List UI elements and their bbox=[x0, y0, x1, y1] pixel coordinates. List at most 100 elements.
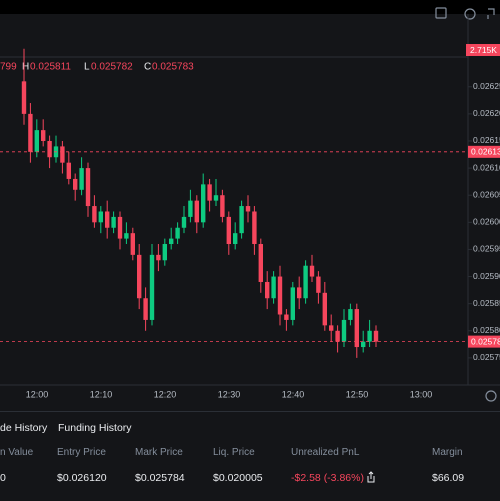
ohlc-close: 0.025783 bbox=[152, 62, 194, 73]
cell: $0.025784 bbox=[135, 472, 185, 484]
candle-body bbox=[373, 330, 379, 342]
positions-panel: de History Funding History n Value Entry… bbox=[0, 411, 500, 501]
chart-background bbox=[0, 0, 500, 411]
candle-body bbox=[252, 211, 257, 245]
candle-body bbox=[105, 211, 110, 228]
y-tick-label: 0.02585 bbox=[473, 298, 500, 308]
column-header: Liq. Price bbox=[213, 447, 255, 458]
x-tick-label: 12:20 bbox=[154, 389, 177, 399]
candle-body bbox=[322, 292, 327, 326]
price-line-label: 0.02613 bbox=[471, 147, 500, 157]
candle-body bbox=[181, 216, 187, 228]
price-line-label: 0.02578 bbox=[471, 336, 500, 346]
candle-body bbox=[175, 227, 180, 239]
cell: -$2.58 (-3.86%) bbox=[291, 472, 364, 484]
y-tick-label: 0.02575 bbox=[473, 352, 500, 362]
ohlc-high-prefix: H bbox=[22, 62, 29, 73]
candle-body bbox=[149, 254, 155, 320]
candle-body bbox=[271, 276, 276, 299]
cell: $0.026120 bbox=[57, 472, 107, 484]
candle-body bbox=[137, 254, 142, 299]
y-tick-label: 0.02595 bbox=[473, 244, 500, 254]
candle-body bbox=[265, 281, 270, 299]
price-badge bbox=[468, 335, 500, 348]
x-tick-label: 13:00 bbox=[410, 389, 433, 399]
x-tick-label: 12:50 bbox=[346, 389, 369, 399]
candle-body bbox=[335, 330, 340, 342]
toolbar bbox=[0, 0, 500, 14]
candle-body bbox=[233, 233, 238, 245]
candle-body bbox=[258, 244, 263, 282]
column-header: Margin bbox=[432, 447, 463, 458]
candle-body bbox=[111, 216, 116, 228]
candle-body bbox=[290, 287, 295, 320]
candle-body bbox=[130, 233, 135, 255]
ohlc-low-prefix: L bbox=[84, 62, 90, 73]
candle-body bbox=[245, 206, 251, 212]
x-tick-label: 12:30 bbox=[218, 389, 241, 399]
tab[interactable]: de History bbox=[0, 422, 48, 434]
candle-body bbox=[194, 200, 199, 223]
candle-body bbox=[367, 330, 372, 342]
candle-body bbox=[156, 254, 161, 261]
candle-body bbox=[316, 276, 321, 293]
ohlc-open: 799 bbox=[0, 62, 17, 73]
price-badge bbox=[468, 145, 500, 158]
candle-body bbox=[284, 314, 289, 320]
ohlc-high: 0.025811 bbox=[30, 62, 71, 73]
tab[interactable]: Funding History bbox=[58, 422, 132, 434]
x-tick-label: 12:00 bbox=[26, 389, 49, 399]
y-tick-label: 0.02605 bbox=[473, 189, 500, 199]
column-header: n Value bbox=[0, 447, 34, 458]
cell: $66.09 bbox=[432, 472, 465, 484]
candle-body bbox=[226, 216, 231, 245]
candle-body bbox=[303, 265, 308, 299]
y-tick-label: 0.02625 bbox=[473, 81, 500, 91]
candle-body bbox=[213, 195, 219, 201]
candle-body bbox=[79, 168, 84, 190]
y-tick-label: 0.02615 bbox=[473, 135, 500, 145]
candle-body bbox=[34, 130, 39, 152]
candle-body bbox=[361, 341, 366, 348]
axis-settings-icon[interactable] bbox=[485, 390, 497, 402]
cell: $0.020005 bbox=[213, 472, 263, 484]
candle-body bbox=[169, 238, 174, 245]
candle-body bbox=[73, 178, 78, 190]
candle-body bbox=[188, 200, 193, 217]
camera-icon[interactable] bbox=[464, 8, 476, 20]
fullscreen-icon[interactable] bbox=[487, 8, 495, 19]
candle-body bbox=[60, 146, 65, 163]
ohlc-close-prefix: C bbox=[144, 62, 151, 73]
x-tick-label: 12:40 bbox=[282, 389, 305, 399]
volume-badge bbox=[466, 44, 500, 56]
candle-body bbox=[124, 233, 129, 239]
candle-body bbox=[348, 309, 353, 320]
candle-body bbox=[21, 81, 27, 114]
candle-body bbox=[277, 276, 283, 315]
share-icon[interactable] bbox=[366, 471, 376, 483]
candle-body bbox=[47, 140, 52, 158]
x-tick-label: 12:10 bbox=[90, 389, 113, 399]
candle-body bbox=[92, 206, 97, 223]
ohlc-low: 0.025782 bbox=[91, 62, 133, 73]
candle-body bbox=[329, 325, 334, 331]
candle-body bbox=[341, 319, 347, 342]
candle-body bbox=[117, 216, 123, 239]
candle-body bbox=[309, 265, 315, 277]
volume-label: 2.715K bbox=[470, 45, 497, 55]
candle-body bbox=[66, 162, 71, 179]
settings-icon[interactable] bbox=[435, 7, 447, 19]
cell: 0 bbox=[0, 472, 6, 484]
column-header: Mark Price bbox=[135, 447, 183, 458]
candle-body bbox=[98, 211, 103, 223]
candle-body bbox=[207, 184, 212, 201]
candle-body bbox=[28, 113, 33, 152]
column-header: Unrealized PnL bbox=[291, 447, 360, 458]
candle-body bbox=[41, 130, 46, 141]
